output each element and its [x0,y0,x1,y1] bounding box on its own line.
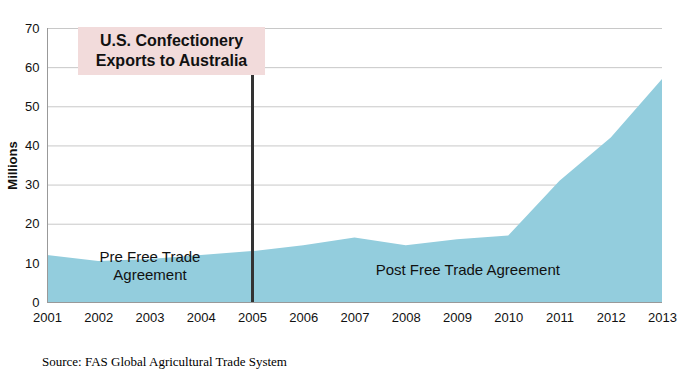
svg-text:2010: 2010 [494,310,523,325]
svg-text:Millions: Millions [5,141,20,189]
svg-text:2009: 2009 [443,310,472,325]
svg-text:2005: 2005 [238,310,267,325]
html-text:U.S. Confectionery Exports to: U.S. Confectionery Exports to Australia [95,32,248,69]
svg-text:2008: 2008 [392,310,421,325]
svg-text:2013: 2013 [648,310,677,325]
svg-text:2012: 2012 [597,310,626,325]
svg-text:60: 60 [25,60,39,75]
svg-text:2011: 2011 [546,310,574,325]
svg-text:2002: 2002 [84,310,113,325]
svg-text:2006: 2006 [289,310,318,325]
svg-text:2004: 2004 [187,310,216,325]
svg-text:40: 40 [25,138,39,153]
svg-text:0: 0 [32,295,39,310]
html-text:Source: FAS Global Agricultura: Source: FAS Global Agricultural Trade Sy… [42,354,287,369]
svg-text:Pre Free TradeAgreement: Pre Free TradeAgreement [100,248,201,283]
svg-text:2003: 2003 [136,310,165,325]
svg-text:Post Free Trade Agreement: Post Free Trade Agreement [376,261,561,278]
svg-text:30: 30 [25,177,39,192]
svg-text:2007: 2007 [341,310,370,325]
svg-text:10: 10 [25,256,39,271]
svg-text:20: 20 [25,216,39,231]
svg-text:70: 70 [25,21,39,36]
svg-text:50: 50 [25,99,39,114]
svg-text:2001: 2001 [33,310,62,325]
